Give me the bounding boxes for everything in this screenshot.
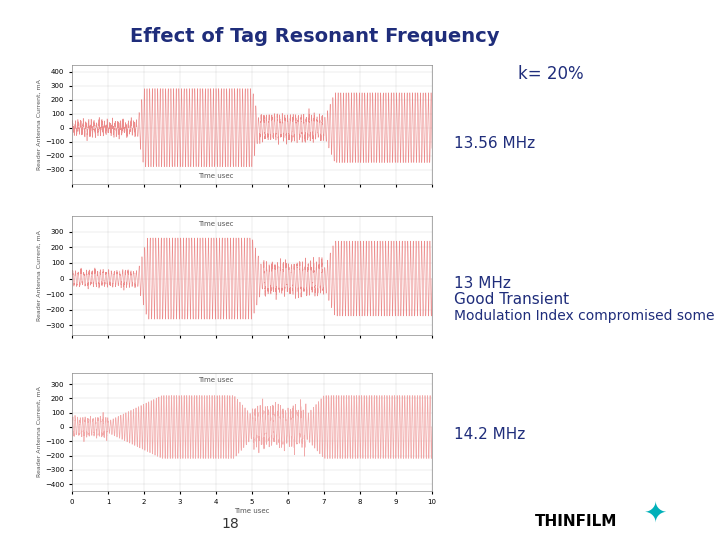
Text: 14.2 MHz: 14.2 MHz (454, 427, 525, 442)
Text: ✦: ✦ (644, 499, 667, 527)
Text: Effect of Tag Resonant Frequency: Effect of Tag Resonant Frequency (130, 27, 499, 46)
Y-axis label: Reader Antenna Current, mA: Reader Antenna Current, mA (37, 387, 42, 477)
Y-axis label: Reader Antenna Current, mA: Reader Antenna Current, mA (37, 230, 42, 321)
Text: Modulation Index compromised some: Modulation Index compromised some (454, 309, 714, 323)
Text: THINFILM: THINFILM (535, 514, 617, 529)
Text: Time usec: Time usec (198, 173, 233, 179)
Text: Good Transient: Good Transient (454, 292, 569, 307)
Text: 13 MHz: 13 MHz (454, 276, 510, 291)
X-axis label: Time usec: Time usec (234, 508, 270, 514)
Text: Time usec: Time usec (198, 220, 233, 226)
Text: k= 20%: k= 20% (518, 65, 584, 83)
Text: 13.56 MHz: 13.56 MHz (454, 136, 535, 151)
Text: Time usec: Time usec (198, 377, 233, 383)
Y-axis label: Reader Antenna Current, mA: Reader Antenna Current, mA (37, 79, 42, 170)
Text: 18: 18 (222, 517, 239, 531)
